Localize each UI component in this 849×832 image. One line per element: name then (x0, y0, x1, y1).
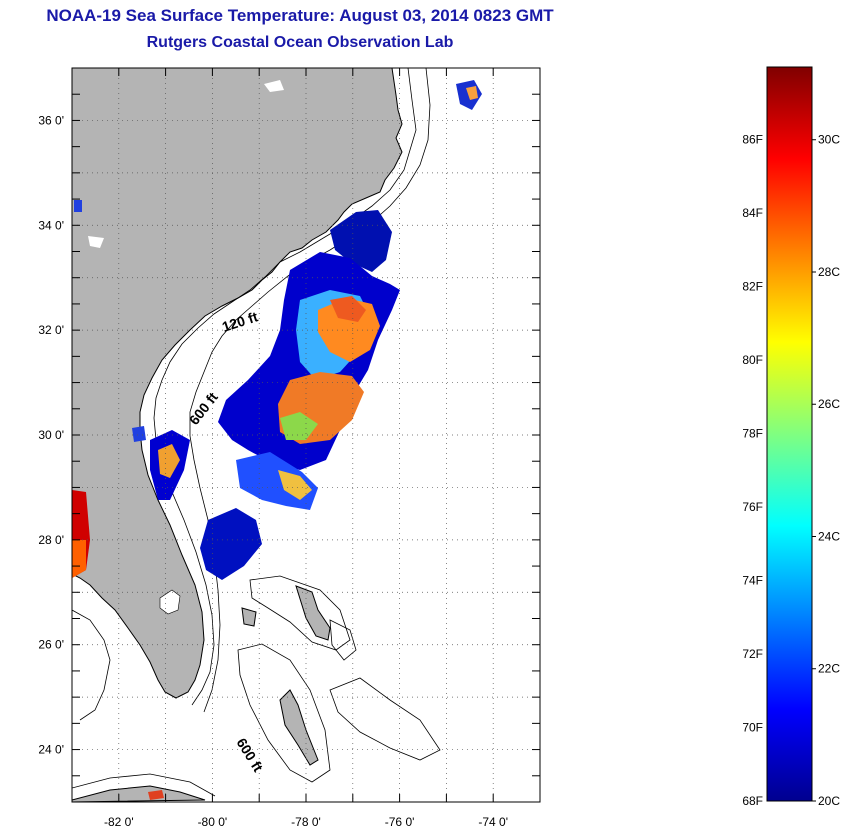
bahamas-island (295, 585, 331, 641)
colorbar-c-label: 26C (818, 397, 840, 411)
colorbar-c-label: 28C (818, 265, 840, 279)
colorbar-f-label: 78F (742, 427, 763, 441)
y-tick-label: 26 0' (38, 638, 64, 652)
x-tick-label: -80 0' (198, 815, 228, 829)
sst-patch (158, 444, 180, 478)
sst-patch (200, 508, 262, 580)
x-tick-label: -74 0' (478, 815, 508, 829)
bahamas-island (279, 689, 319, 766)
sst-data-layer (72, 80, 482, 800)
lake-okeechobee (159, 589, 181, 615)
us-landmass (72, 68, 403, 699)
bahamas-bank-contour (329, 619, 357, 661)
sst-patch (466, 86, 478, 100)
y-tick-label: 28 0' (38, 533, 64, 547)
y-tick-label: 36 0' (38, 113, 64, 127)
bahamas-island (241, 607, 257, 627)
sst-patch (330, 210, 392, 272)
axis-ticks (71, 67, 541, 803)
colorbar-f-label: 74F (742, 574, 763, 588)
colorbar-f-label: 68F (742, 794, 763, 808)
colorbar-f-label: 80F (742, 353, 763, 367)
x-tick-label: -82 0' (104, 815, 134, 829)
colorbar-f-label: 70F (742, 721, 763, 735)
sst-patch (278, 470, 312, 500)
axis-tick-labels: -82 0' -80 0' -78 0' -76 0' -74 0' 36 0' 34 0'… (38, 113, 508, 829)
sst-patch (132, 426, 146, 442)
x-tick-label: -78 0' (291, 815, 321, 829)
cuba-contour (72, 773, 216, 797)
bahamas-bank-contour (329, 677, 441, 761)
map-title: NOAA-19 Sea Surface Temperature: August … (46, 6, 554, 25)
colorbar-f-label: 72F (742, 647, 763, 661)
colorbar-c-label: 30C (818, 133, 840, 147)
y-tick-label: 34 0' (38, 218, 64, 232)
sst-patch (330, 296, 366, 322)
y-tick-label: 32 0' (38, 323, 64, 337)
sst-patch (72, 540, 86, 578)
colorbar-c-label: 20C (818, 794, 840, 808)
sst-patch (318, 298, 380, 362)
inlet (88, 236, 104, 248)
sst-patch (280, 412, 318, 440)
contour-west-florida (72, 609, 111, 721)
bahamas-bank-contour (237, 643, 331, 783)
y-tick-label: 30 0' (38, 428, 64, 442)
sst-patch (148, 790, 164, 800)
colorbar-c-label: 24C (818, 529, 840, 543)
lat-lon-grid (72, 68, 540, 802)
colorbar-c-label: 22C (818, 662, 840, 676)
y-tick-label: 24 0' (38, 743, 64, 757)
colorbar (766, 66, 813, 802)
sst-patch (74, 200, 82, 212)
colorbar-f-label: 82F (742, 280, 763, 294)
colorbar-f-label: 84F (742, 206, 763, 220)
colorbar-f-label: 86F (742, 133, 763, 147)
colorbar-ticks: 68F 70F 72F 74F 76F 78F 80F 82F 84F 86F 20C 22C 24C 2… (742, 133, 840, 808)
inlet (264, 80, 284, 92)
colorbar-f-label: 76F (742, 500, 763, 514)
x-tick-label: -76 0' (385, 815, 415, 829)
contour-120ft (153, 68, 417, 706)
map-subtitle: Rutgers Coastal Ocean Observation Lab (146, 34, 454, 51)
cuba (72, 785, 206, 802)
